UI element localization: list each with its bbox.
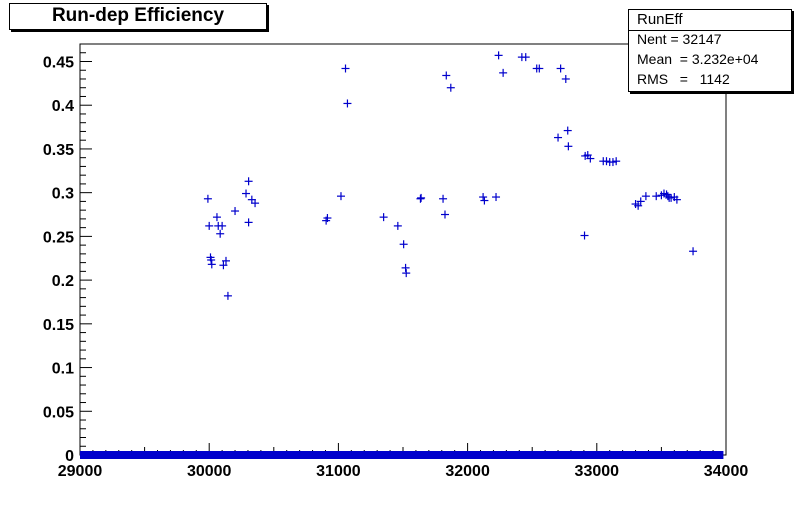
stats-value: 32147 — [682, 31, 722, 47]
data-point — [216, 229, 225, 238]
data-point — [535, 64, 544, 73]
stats-label: Nent — [637, 31, 667, 47]
data-point — [440, 210, 449, 219]
data-point — [251, 199, 260, 208]
data-point — [563, 126, 572, 135]
stats-separator: = — [672, 51, 692, 67]
data-point — [446, 83, 455, 92]
stats-divider — [629, 30, 791, 31]
data-point — [612, 157, 621, 166]
data-point — [203, 194, 212, 203]
zero-value-markers — [80, 451, 724, 459]
data-point — [343, 99, 352, 108]
data-point — [205, 221, 214, 230]
data-point — [586, 154, 595, 163]
data-point — [207, 255, 216, 264]
data-point — [341, 64, 350, 73]
x-tick-labels: 29000 30000 31000 32000 33000 34000 — [58, 463, 749, 480]
stats-row-mean: Mean = 3.232e+04 — [637, 51, 758, 67]
y-tick-label: 0.25 — [43, 229, 74, 246]
data-point — [242, 189, 251, 198]
y-tick-label: 0.1 — [52, 361, 74, 378]
stats-value: 3.232e+04 — [691, 51, 759, 67]
y-tick-label: 0.45 — [43, 54, 74, 71]
y-tick-label: 0.15 — [43, 317, 74, 334]
data-point — [212, 213, 221, 222]
data-point — [401, 263, 410, 272]
data-point — [336, 192, 345, 201]
y-tick-label: 0.05 — [43, 404, 74, 421]
stats-row-rms: RMS = 1142 — [637, 71, 730, 87]
zero-band — [80, 451, 724, 459]
data-point — [231, 207, 240, 216]
data-point — [556, 64, 565, 73]
stats-separator: = — [666, 31, 683, 47]
data-point — [672, 195, 681, 204]
data-point — [402, 269, 411, 278]
data-point — [564, 142, 573, 151]
data-point — [521, 53, 530, 62]
data-point — [399, 240, 408, 249]
data-point — [223, 291, 232, 300]
y-tick-labels: 0 0.05 0.1 0.15 0.2 0.25 0.3 0.35 0.4 0.45 — [43, 54, 74, 465]
stats-separator: = — [668, 71, 700, 87]
stats-box: RunEff Nent = 32147 Mean = 3.232e+04 RMS… — [628, 9, 792, 92]
y-tick-label: 0 — [65, 448, 74, 465]
data-point — [219, 261, 228, 270]
data-point — [641, 192, 650, 201]
data-point — [207, 260, 216, 269]
data-point — [479, 193, 488, 202]
chart-title: Run-dep Efficiency — [51, 5, 225, 26]
plot-frame — [79, 43, 727, 456]
data-point — [494, 51, 503, 60]
stats-label: Mean — [637, 51, 673, 67]
data-point — [492, 193, 501, 202]
y-tick-label: 0.35 — [43, 142, 74, 159]
data-point — [379, 213, 388, 222]
data-point — [561, 74, 570, 83]
stats-value: 1142 — [699, 71, 730, 87]
data-point — [323, 214, 332, 223]
data-point — [636, 197, 645, 206]
y-tick-label: 0.4 — [52, 98, 74, 115]
x-tick-label: 32000 — [445, 463, 490, 480]
data-point — [244, 218, 253, 227]
data-markers — [203, 51, 698, 300]
data-point — [393, 221, 402, 230]
x-tick-label: 29000 — [58, 463, 103, 480]
data-point — [244, 177, 253, 186]
y-tick-label: 0.2 — [52, 273, 74, 290]
y-tick-label: 0.3 — [52, 186, 74, 203]
stats-name: RunEff — [637, 11, 683, 28]
x-tick-label: 34000 — [704, 463, 749, 480]
data-point — [499, 68, 508, 77]
data-point — [480, 196, 489, 205]
data-point — [689, 247, 698, 256]
data-point — [416, 194, 425, 203]
x-tick-label: 33000 — [575, 463, 620, 480]
data-point — [652, 192, 661, 201]
data-point — [634, 201, 643, 210]
data-point — [580, 231, 589, 240]
stats-label: RMS — [637, 71, 669, 87]
data-point — [439, 194, 448, 203]
x-tick-label: 31000 — [316, 463, 361, 480]
stats-row-nent: Nent = 32147 — [637, 31, 721, 47]
data-point — [221, 256, 230, 265]
data-point — [442, 71, 451, 80]
data-point — [218, 221, 227, 230]
data-point — [554, 133, 563, 142]
title-box: Run-dep Efficiency — [9, 3, 267, 30]
data-point — [417, 193, 426, 202]
x-tick-label: 30000 — [187, 463, 232, 480]
